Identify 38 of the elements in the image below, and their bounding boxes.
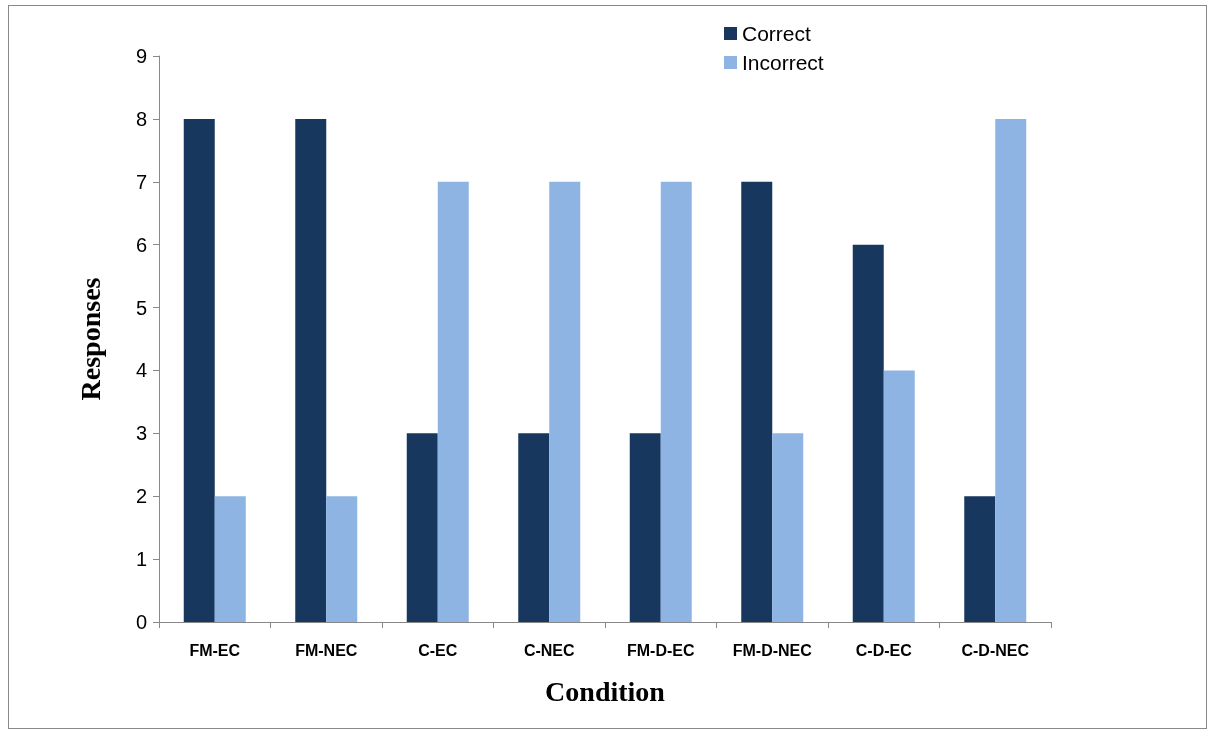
bar bbox=[183, 118, 215, 622]
y-tick-label: 0 bbox=[135, 611, 147, 633]
bar bbox=[741, 181, 773, 622]
x-tick-label: FM-EC bbox=[189, 641, 241, 659]
bar bbox=[326, 496, 358, 622]
y-tick-label: 1 bbox=[135, 548, 147, 571]
x-tick-label: FM-NEC bbox=[295, 641, 358, 659]
x-tick-label: C-EC bbox=[418, 641, 458, 659]
bar bbox=[406, 433, 438, 622]
x-tick-label: FM-D-EC bbox=[626, 641, 695, 659]
y-tick-label: 5 bbox=[135, 296, 147, 319]
y-axis-title: Responses bbox=[74, 277, 106, 401]
bar bbox=[214, 496, 246, 622]
legend-label: Incorrect bbox=[742, 51, 824, 74]
x-tick-label: FM-D-NEC bbox=[732, 641, 813, 659]
bar bbox=[852, 244, 884, 622]
x-tick-label: C-D-EC bbox=[855, 641, 913, 659]
y-tick-label: 4 bbox=[135, 359, 147, 382]
legend-label: Correct bbox=[742, 22, 812, 45]
y-tick-label: 9 bbox=[135, 45, 147, 67]
bar bbox=[518, 433, 550, 622]
y-tick-label: 6 bbox=[135, 233, 147, 256]
bar bbox=[772, 433, 804, 622]
bar bbox=[964, 496, 996, 622]
y-tick-label: 8 bbox=[135, 107, 147, 130]
bar bbox=[295, 118, 327, 622]
x-axis-title: Condition bbox=[545, 675, 666, 707]
x-tick-label: C-NEC bbox=[523, 641, 576, 659]
bar bbox=[629, 433, 661, 622]
bar bbox=[883, 370, 915, 622]
bar bbox=[549, 181, 581, 622]
y-tick-label: 7 bbox=[135, 170, 147, 193]
bar bbox=[437, 181, 469, 622]
bar bbox=[660, 181, 692, 622]
y-tick-label: 2 bbox=[135, 485, 147, 508]
x-tick-label: C-D-NEC bbox=[961, 641, 1030, 659]
y-tick-label: 3 bbox=[135, 422, 147, 445]
bar bbox=[995, 118, 1027, 622]
